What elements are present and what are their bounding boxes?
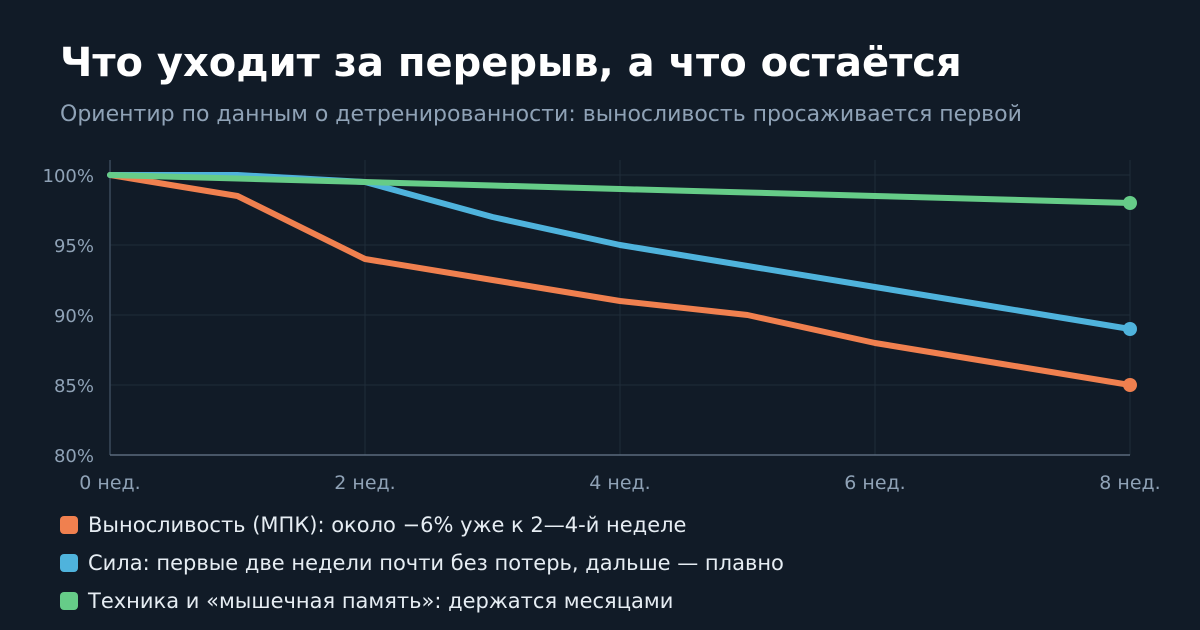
legend-item: Выносливость (МПК): около −6% уже к 2—4-… xyxy=(60,506,784,544)
chart-subtitle: Ориентир по данным о детренированности: … xyxy=(60,102,1022,127)
series-end-point-3 xyxy=(1123,196,1137,210)
x-tick-label: 6 нед. xyxy=(844,472,905,494)
series-end-point-2 xyxy=(1123,322,1137,336)
series-end-point-1 xyxy=(1123,378,1137,392)
legend-label: Выносливость (МПК): около −6% уже к 2—4-… xyxy=(88,513,687,537)
y-tick-label: 80% xyxy=(54,446,94,467)
series-line-3 xyxy=(107,172,1133,206)
y-tick-label: 90% xyxy=(54,306,94,327)
legend-swatch xyxy=(60,516,78,534)
chart-legend: Выносливость (МПК): около −6% уже к 2—4-… xyxy=(60,506,784,620)
legend-label: Техника и «мышечная память»: держатся ме… xyxy=(88,589,674,613)
y-tick-label: 100% xyxy=(43,166,94,187)
x-tick-label: 8 нед. xyxy=(1099,472,1160,494)
x-tick-label: 0 нед. xyxy=(79,472,140,494)
x-tick-label: 4 нед. xyxy=(589,472,650,494)
y-tick-label: 85% xyxy=(54,376,94,397)
chart-title: Что уходит за перерыв, а что остаётся xyxy=(60,40,962,86)
y-tick-label: 95% xyxy=(54,236,94,257)
legend-item: Сила: первые две недели почти без потерь… xyxy=(60,544,784,582)
legend-swatch xyxy=(60,554,78,572)
legend-item: Техника и «мышечная память»: держатся ме… xyxy=(60,582,784,620)
x-tick-label: 2 нед. xyxy=(334,472,395,494)
legend-label: Сила: первые две недели почти без потерь… xyxy=(88,551,784,575)
legend-swatch xyxy=(60,592,78,610)
series-line-1 xyxy=(107,172,1133,388)
